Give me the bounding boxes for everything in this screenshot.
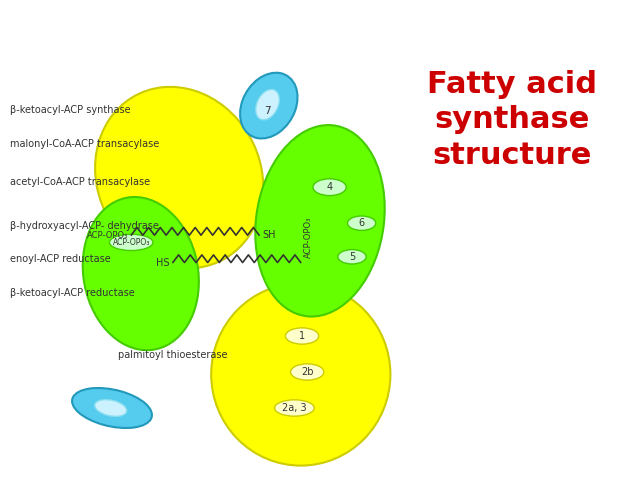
Text: SH: SH — [262, 230, 276, 240]
Text: Fatty acid
synthase
structure: Fatty acid synthase structure — [427, 70, 597, 170]
Text: 7: 7 — [264, 107, 271, 116]
Ellipse shape — [95, 400, 127, 416]
Text: malonyl-CoA-ACP transacylase: malonyl-CoA-ACP transacylase — [10, 139, 159, 149]
Text: 2b: 2b — [301, 367, 314, 377]
Text: 4: 4 — [326, 182, 333, 192]
Text: β-hydroxyacyl-ACP- dehydrase: β-hydroxyacyl-ACP- dehydrase — [10, 221, 159, 230]
Text: palmitoyl thioesterase: palmitoyl thioesterase — [118, 350, 228, 360]
Text: 1: 1 — [299, 331, 305, 341]
Ellipse shape — [211, 283, 390, 466]
Ellipse shape — [240, 72, 298, 139]
Text: β-ketoacyl-ACP synthase: β-ketoacyl-ACP synthase — [10, 106, 130, 115]
Text: 2a, 3: 2a, 3 — [282, 403, 307, 413]
Text: 6: 6 — [358, 218, 365, 228]
Text: acetyl-CoA-ACP transacylase: acetyl-CoA-ACP transacylase — [10, 178, 150, 187]
Ellipse shape — [72, 388, 152, 428]
Ellipse shape — [285, 328, 319, 344]
Ellipse shape — [313, 179, 346, 196]
Ellipse shape — [338, 250, 366, 264]
Ellipse shape — [255, 125, 385, 316]
Ellipse shape — [83, 197, 199, 350]
Text: β-ketoacyl-ACP reductase: β-ketoacyl-ACP reductase — [10, 288, 134, 298]
Ellipse shape — [256, 89, 279, 120]
Text: ACP-OPO₃: ACP-OPO₃ — [86, 231, 128, 240]
Ellipse shape — [348, 216, 376, 230]
Ellipse shape — [291, 364, 324, 380]
Text: ACP-OPO₃: ACP-OPO₃ — [304, 216, 313, 258]
Ellipse shape — [95, 87, 263, 268]
Text: HS: HS — [156, 258, 170, 267]
Text: ACP-OPO₃: ACP-OPO₃ — [113, 238, 150, 247]
Text: enoyl-ACP reductase: enoyl-ACP reductase — [10, 254, 110, 264]
Ellipse shape — [275, 400, 314, 416]
Ellipse shape — [109, 234, 153, 251]
Text: 5: 5 — [349, 252, 355, 262]
